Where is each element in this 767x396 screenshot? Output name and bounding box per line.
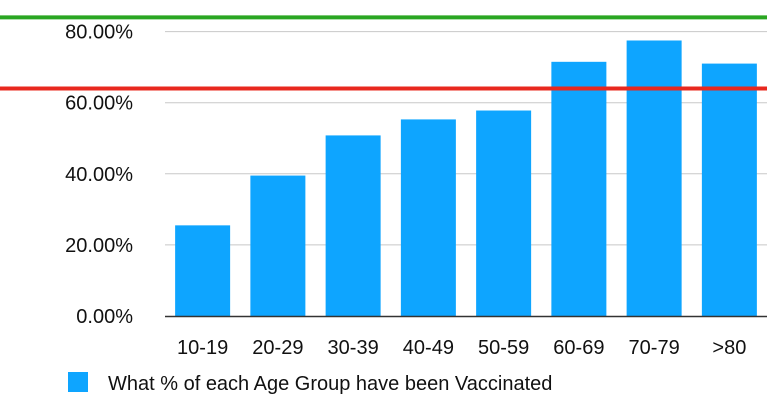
bars bbox=[175, 40, 757, 317]
x-axis-tick-labels: 10-19 20-29 30-39 40-49 50-59 60-69 70-79 >80 bbox=[177, 337, 746, 359]
bar bbox=[551, 61, 607, 316]
x-tick-label: 10-19 bbox=[177, 337, 228, 359]
bar bbox=[400, 119, 456, 316]
x-tick-label: >80 bbox=[712, 337, 746, 359]
reference-lines bbox=[0, 15, 767, 91]
y-tick-label: 40.00% bbox=[65, 164, 133, 186]
y-tick-label: 20.00% bbox=[65, 235, 133, 257]
y-axis-tick-labels: 0.00% 20.00% 40.00% 60.00% 80.00% bbox=[65, 22, 133, 328]
bar bbox=[476, 110, 532, 317]
x-tick-label: 20-29 bbox=[252, 337, 303, 359]
y-tick-label: 60.00% bbox=[65, 93, 133, 115]
bar bbox=[626, 40, 682, 317]
x-tick-label: 70-79 bbox=[629, 337, 680, 359]
bar bbox=[701, 63, 757, 316]
legend: What % of each Age Group have been Vacci… bbox=[68, 372, 552, 395]
bar bbox=[325, 135, 381, 316]
y-tick-label: 80.00% bbox=[65, 22, 133, 44]
x-tick-label: 30-39 bbox=[328, 337, 379, 359]
x-tick-label: 40-49 bbox=[403, 337, 454, 359]
x-tick-label: 50-59 bbox=[478, 337, 529, 359]
x-tick-label: 60-69 bbox=[553, 337, 604, 359]
bar bbox=[250, 175, 306, 316]
bar bbox=[175, 225, 231, 316]
legend-swatch bbox=[68, 372, 88, 392]
y-tick-label: 0.00% bbox=[76, 306, 133, 328]
legend-label: What % of each Age Group have been Vacci… bbox=[108, 373, 552, 395]
